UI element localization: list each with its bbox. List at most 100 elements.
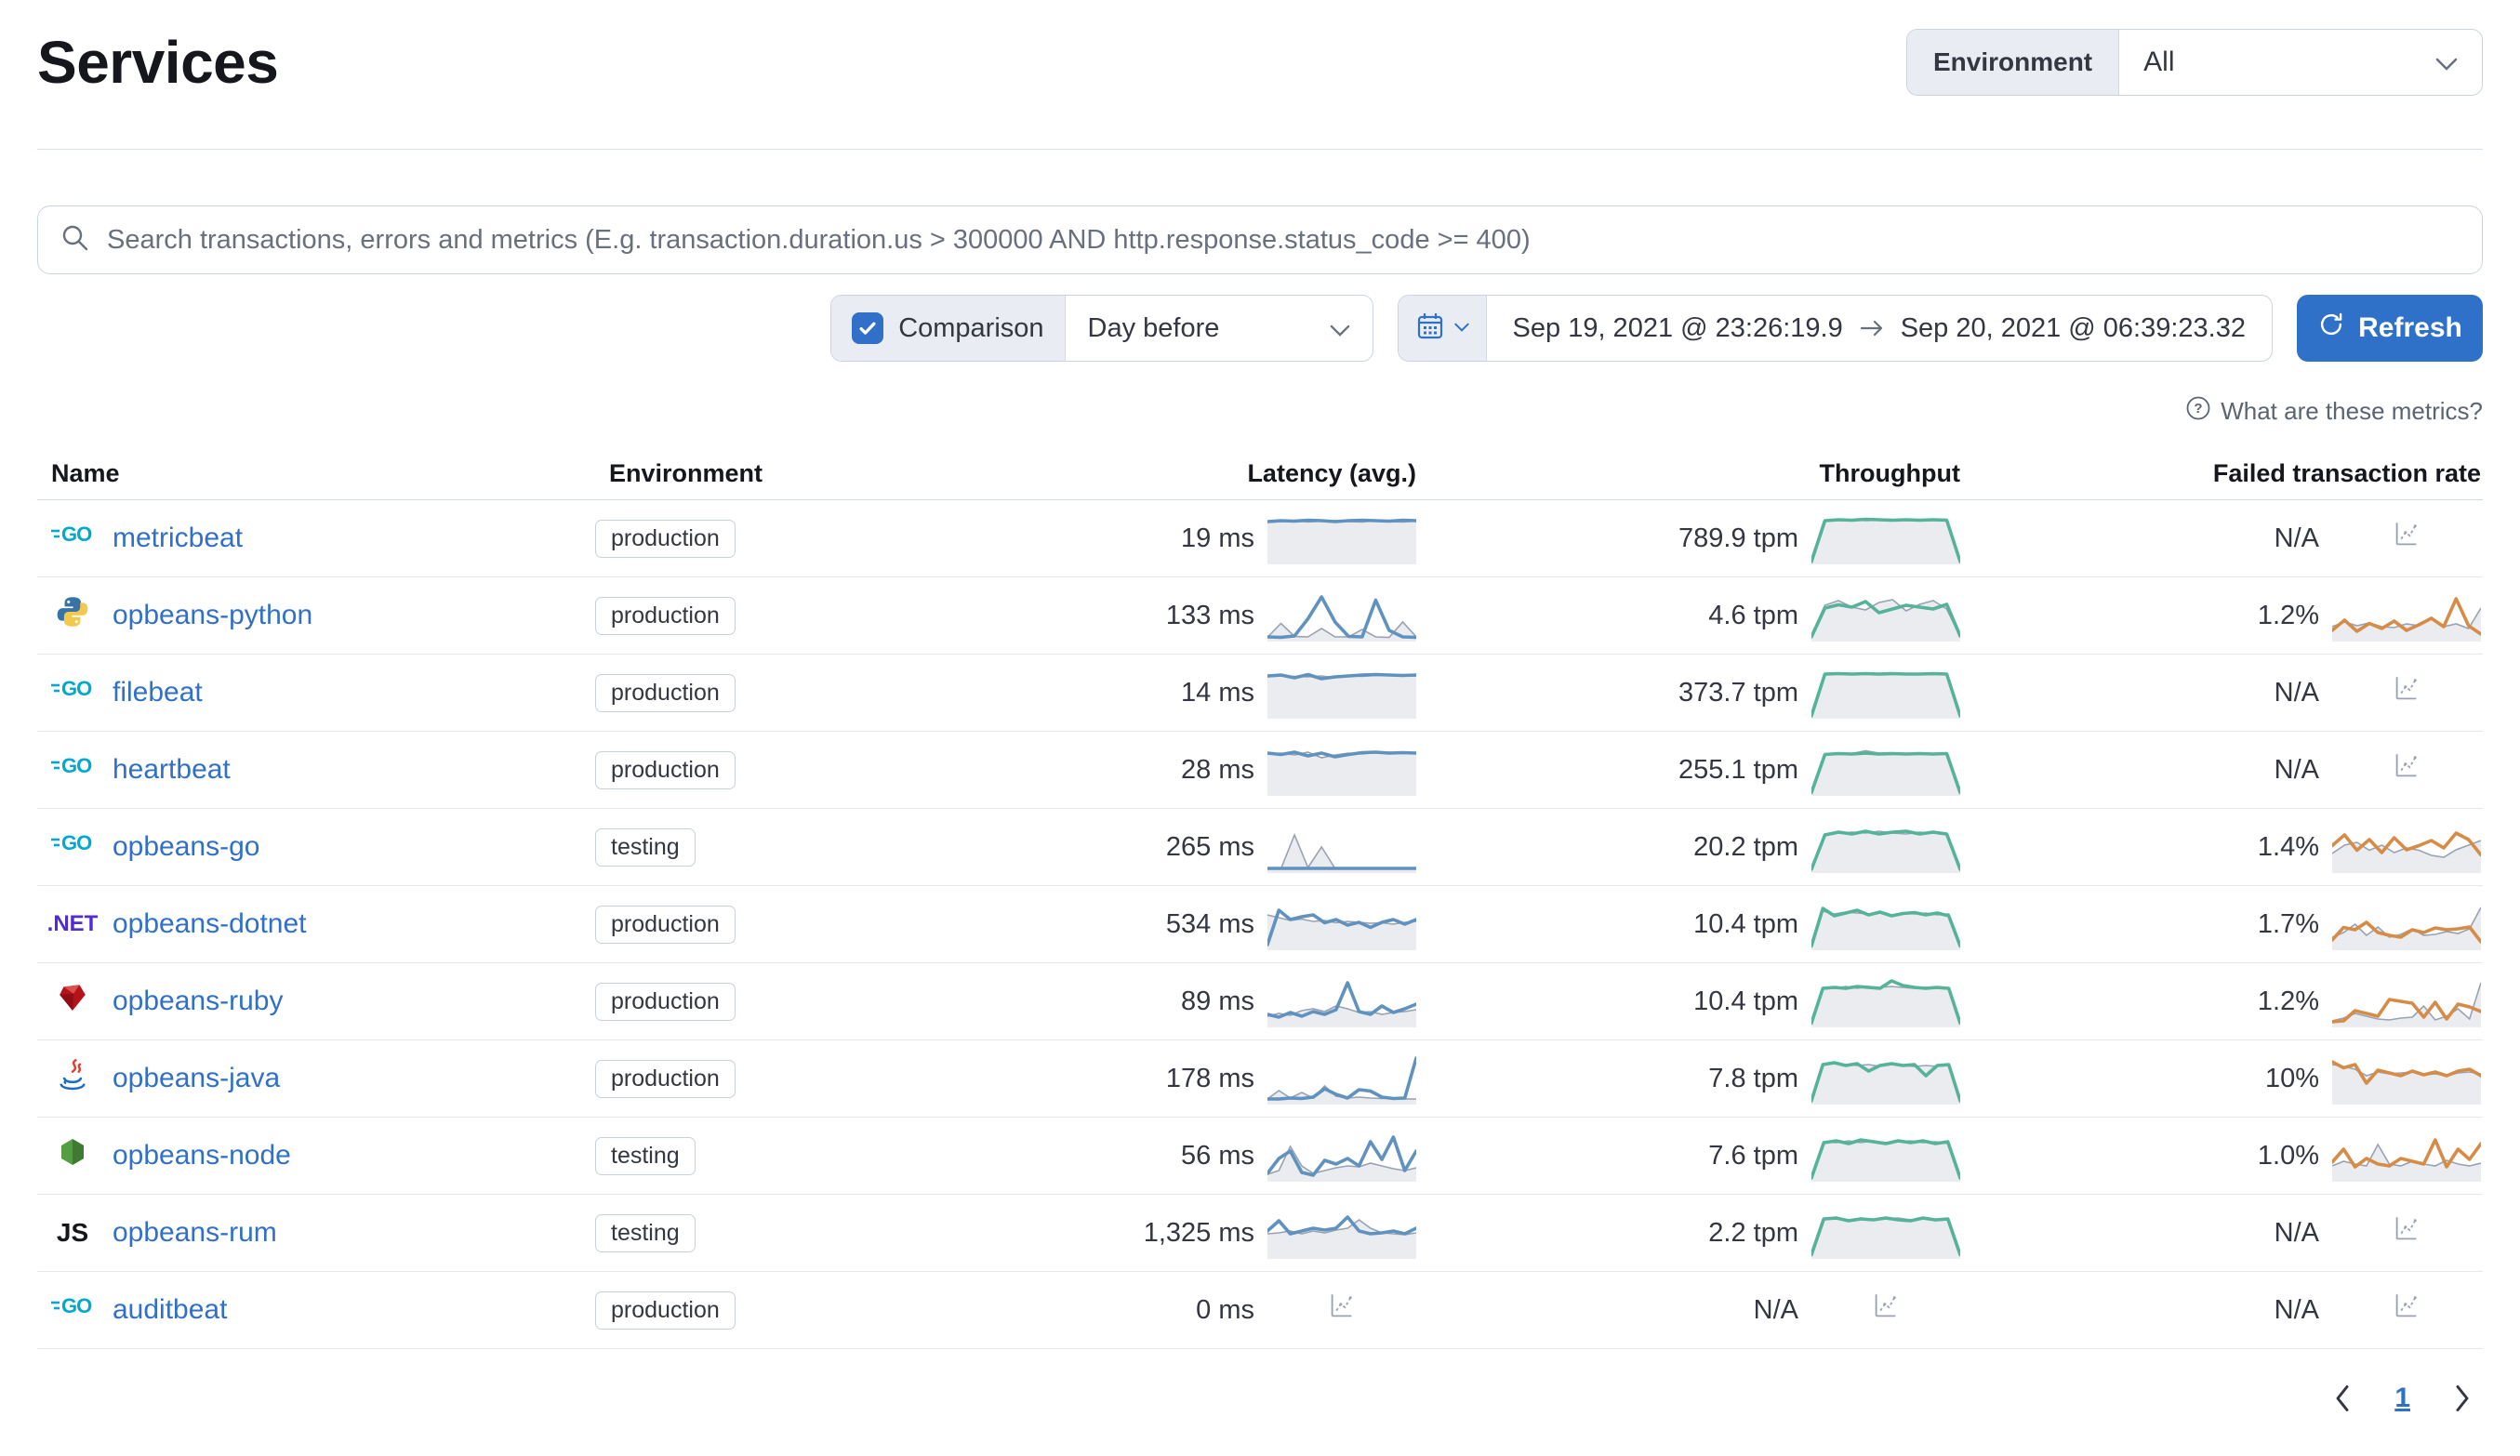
time-controls: Comparison Day before Sep 19, 2021 @ 23:… bbox=[37, 295, 2483, 362]
failed-rate-cell: 1.7% bbox=[1962, 898, 2483, 950]
chevron-down-icon bbox=[1330, 313, 1350, 344]
throughput-cell: 10.4 tpm bbox=[1418, 975, 1962, 1027]
go-agent-icon: GO bbox=[51, 831, 94, 863]
date-range-display[interactable]: Sep 19, 2021 @ 23:26:19.9 Sep 20, 2021 @… bbox=[1487, 296, 2272, 361]
failed-rate-value: N/A bbox=[2274, 754, 2319, 785]
service-link[interactable]: opbeans-node bbox=[113, 1140, 291, 1171]
what-are-these-metrics-link[interactable]: ? What are these metrics? bbox=[2185, 395, 2483, 428]
service-name-cell: opbeans-node bbox=[37, 1137, 595, 1174]
throughput-sparkline bbox=[1811, 898, 1960, 950]
service-link[interactable]: opbeans-python bbox=[113, 600, 313, 630]
environment-badge: production bbox=[595, 982, 736, 1021]
column-header-latency[interactable]: Latency (avg.) bbox=[1247, 459, 1416, 487]
service-name-cell: GO opbeans-go bbox=[37, 831, 595, 863]
refresh-button[interactable]: Refresh bbox=[2297, 295, 2483, 362]
latency-cell: 14 ms bbox=[1060, 667, 1418, 719]
failed-rate-sparkline bbox=[2332, 898, 2481, 950]
service-name-cell: GO auditbeat bbox=[37, 1294, 595, 1326]
comparison-checkbox[interactable] bbox=[852, 312, 884, 344]
latency-value: 14 ms bbox=[1181, 677, 1254, 708]
go-agent-icon: GO bbox=[51, 523, 94, 554]
failed-rate-cell: N/A bbox=[1962, 1284, 2483, 1336]
search-icon bbox=[60, 223, 90, 258]
empty-chart-icon bbox=[2393, 675, 2421, 710]
environment-badge: production bbox=[595, 1059, 736, 1098]
table-row: opbeans-node testing 56 ms 7.6 tpm 1.0% bbox=[37, 1118, 2483, 1195]
throughput-cell: 20.2 tpm bbox=[1418, 821, 1962, 873]
java-agent-icon bbox=[56, 1058, 89, 1099]
service-link[interactable]: heartbeat bbox=[113, 754, 231, 785]
latency-sparkline bbox=[1267, 589, 1416, 642]
page-title: Services bbox=[37, 29, 279, 96]
column-header-name[interactable]: Name bbox=[51, 459, 120, 487]
environment-cell: production bbox=[595, 673, 1060, 712]
service-link[interactable]: auditbeat bbox=[113, 1294, 228, 1325]
service-link[interactable]: opbeans-ruby bbox=[113, 986, 284, 1016]
latency-sparkline bbox=[1267, 1130, 1416, 1182]
failed-rate-value: 1.2% bbox=[2257, 986, 2319, 1016]
latency-cell: 89 ms bbox=[1060, 975, 1418, 1027]
environment-filter-select[interactable]: Environment All bbox=[1906, 29, 2483, 96]
latency-sparkline bbox=[1267, 667, 1416, 719]
throughput-value: 789.9 tpm bbox=[1678, 523, 1798, 553]
failed-rate-cell: 1.2% bbox=[1962, 589, 2483, 642]
throughput-cell: 255.1 tpm bbox=[1418, 744, 1962, 796]
latency-sparkline bbox=[1267, 975, 1416, 1027]
service-link[interactable]: opbeans-java bbox=[113, 1063, 281, 1093]
table-row: GO metricbeat production 19 ms 789.9 tpm N/A bbox=[37, 500, 2483, 577]
comparison-label: Comparison bbox=[898, 312, 1044, 343]
environment-cell: production bbox=[595, 519, 1060, 558]
environment-badge: testing bbox=[595, 1136, 696, 1175]
service-name-cell: JS opbeans-rum bbox=[37, 1217, 595, 1249]
previous-page-button[interactable] bbox=[2331, 1384, 2354, 1412]
environment-cell: production bbox=[595, 905, 1060, 944]
failed-rate-value: 10% bbox=[2264, 1063, 2319, 1093]
date-picker-quick-menu-button[interactable] bbox=[1398, 296, 1487, 361]
empty-chart-icon bbox=[2393, 752, 2421, 788]
table-row: JS opbeans-rum testing 1,325 ms 2.2 tpm N/A bbox=[37, 1195, 2483, 1272]
throughput-sparkline bbox=[1811, 1052, 1960, 1105]
date-range-start[interactable]: Sep 19, 2021 @ 23:26:19.9 bbox=[1512, 312, 1843, 343]
environment-cell: production bbox=[595, 1059, 1060, 1098]
table-row: GO opbeans-go testing 265 ms 20.2 tpm 1.4% bbox=[37, 809, 2483, 886]
throughput-value: 7.8 tpm bbox=[1708, 1063, 1798, 1093]
latency-cell: 19 ms bbox=[1060, 512, 1418, 564]
throughput-value: 10.4 tpm bbox=[1693, 908, 1798, 939]
throughput-sparkline bbox=[1811, 1207, 1960, 1259]
failed-rate-cell: N/A bbox=[1962, 744, 2483, 796]
failed-rate-sparkline bbox=[2332, 1052, 2481, 1105]
throughput-value: N/A bbox=[1753, 1294, 1798, 1325]
service-link[interactable]: filebeat bbox=[113, 677, 203, 708]
environment-badge: production bbox=[595, 1291, 736, 1330]
throughput-value: 255.1 tpm bbox=[1678, 754, 1798, 785]
page-1-button[interactable]: 1 bbox=[2394, 1383, 2410, 1413]
search-input[interactable] bbox=[107, 224, 2460, 256]
throughput-cell: 4.6 tpm bbox=[1418, 589, 1962, 642]
next-page-button[interactable] bbox=[2451, 1384, 2474, 1412]
metrics-help-row: ? What are these metrics? bbox=[37, 395, 2483, 428]
service-name-cell: GO heartbeat bbox=[37, 754, 595, 786]
comparison-select[interactable]: Day before bbox=[1066, 296, 1373, 361]
failed-rate-cell: 1.2% bbox=[1962, 975, 2483, 1027]
empty-chart-icon bbox=[2393, 1215, 2421, 1251]
failed-rate-value: N/A bbox=[2274, 677, 2319, 708]
service-link[interactable]: metricbeat bbox=[113, 523, 244, 553]
throughput-cell: 10.4 tpm bbox=[1418, 898, 1962, 950]
service-link[interactable]: opbeans-dotnet bbox=[113, 908, 307, 939]
failed-rate-sparkline bbox=[2332, 667, 2481, 719]
failed-rate-cell: N/A bbox=[1962, 512, 2483, 564]
service-link[interactable]: opbeans-go bbox=[113, 831, 260, 862]
chevron-down-icon bbox=[1453, 320, 1469, 337]
latency-sparkline bbox=[1267, 512, 1416, 564]
latency-value: 0 ms bbox=[1196, 1294, 1254, 1325]
date-range-end[interactable]: Sep 20, 2021 @ 06:39:23.32 bbox=[1900, 312, 2246, 343]
column-header-environment[interactable]: Environment bbox=[609, 459, 763, 487]
failed-rate-cell: N/A bbox=[1962, 1207, 2483, 1259]
failed-rate-sparkline bbox=[2332, 744, 2481, 796]
column-header-failed-rate[interactable]: Failed transaction rate bbox=[2212, 459, 2481, 487]
column-header-throughput[interactable]: Throughput bbox=[1819, 459, 1960, 487]
throughput-cell: 789.9 tpm bbox=[1418, 512, 1962, 564]
service-link[interactable]: opbeans-rum bbox=[113, 1217, 277, 1248]
apm-services-page: Services Environment All Comparison bbox=[37, 29, 2483, 1413]
throughput-cell: 7.8 tpm bbox=[1418, 1052, 1962, 1105]
